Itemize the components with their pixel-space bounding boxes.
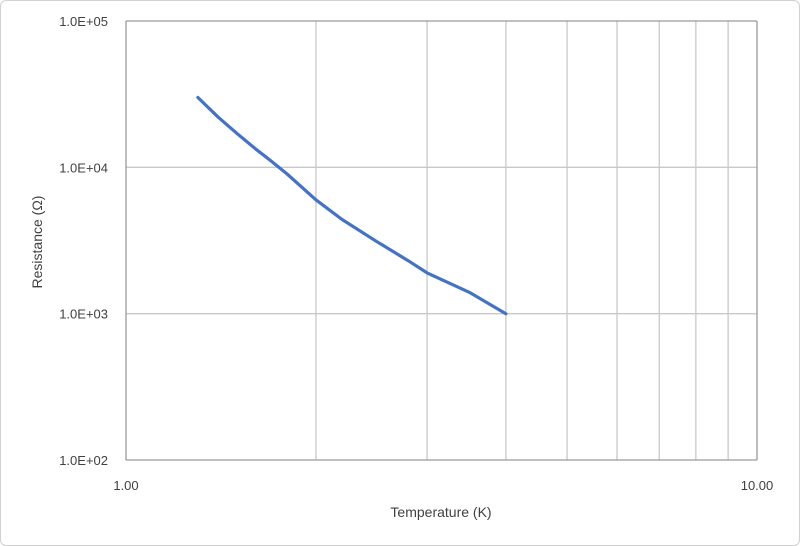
y-tick-label: 1.0E+02 (59, 453, 108, 468)
y-tick-label: 1.0E+04 (59, 160, 108, 175)
x-tick-labels: 1.00 10.00 (113, 478, 773, 493)
x-tick-label: 10.00 (741, 478, 774, 493)
y-tick-label: 1.0E+03 (59, 307, 108, 322)
y-tick-label: 1.0E+05 (59, 14, 108, 29)
y-axis-title: Resistance (Ω) (29, 196, 45, 289)
series-layer (196, 95, 508, 316)
x-axis-title: Temperature (K) (390, 504, 491, 520)
y-tick-labels: 1.0E+02 1.0E+03 1.0E+04 1.0E+05 (59, 14, 108, 468)
x-tick-label: 1.00 (113, 478, 138, 493)
gridlines (125, 20, 758, 461)
series-line (196, 95, 508, 316)
